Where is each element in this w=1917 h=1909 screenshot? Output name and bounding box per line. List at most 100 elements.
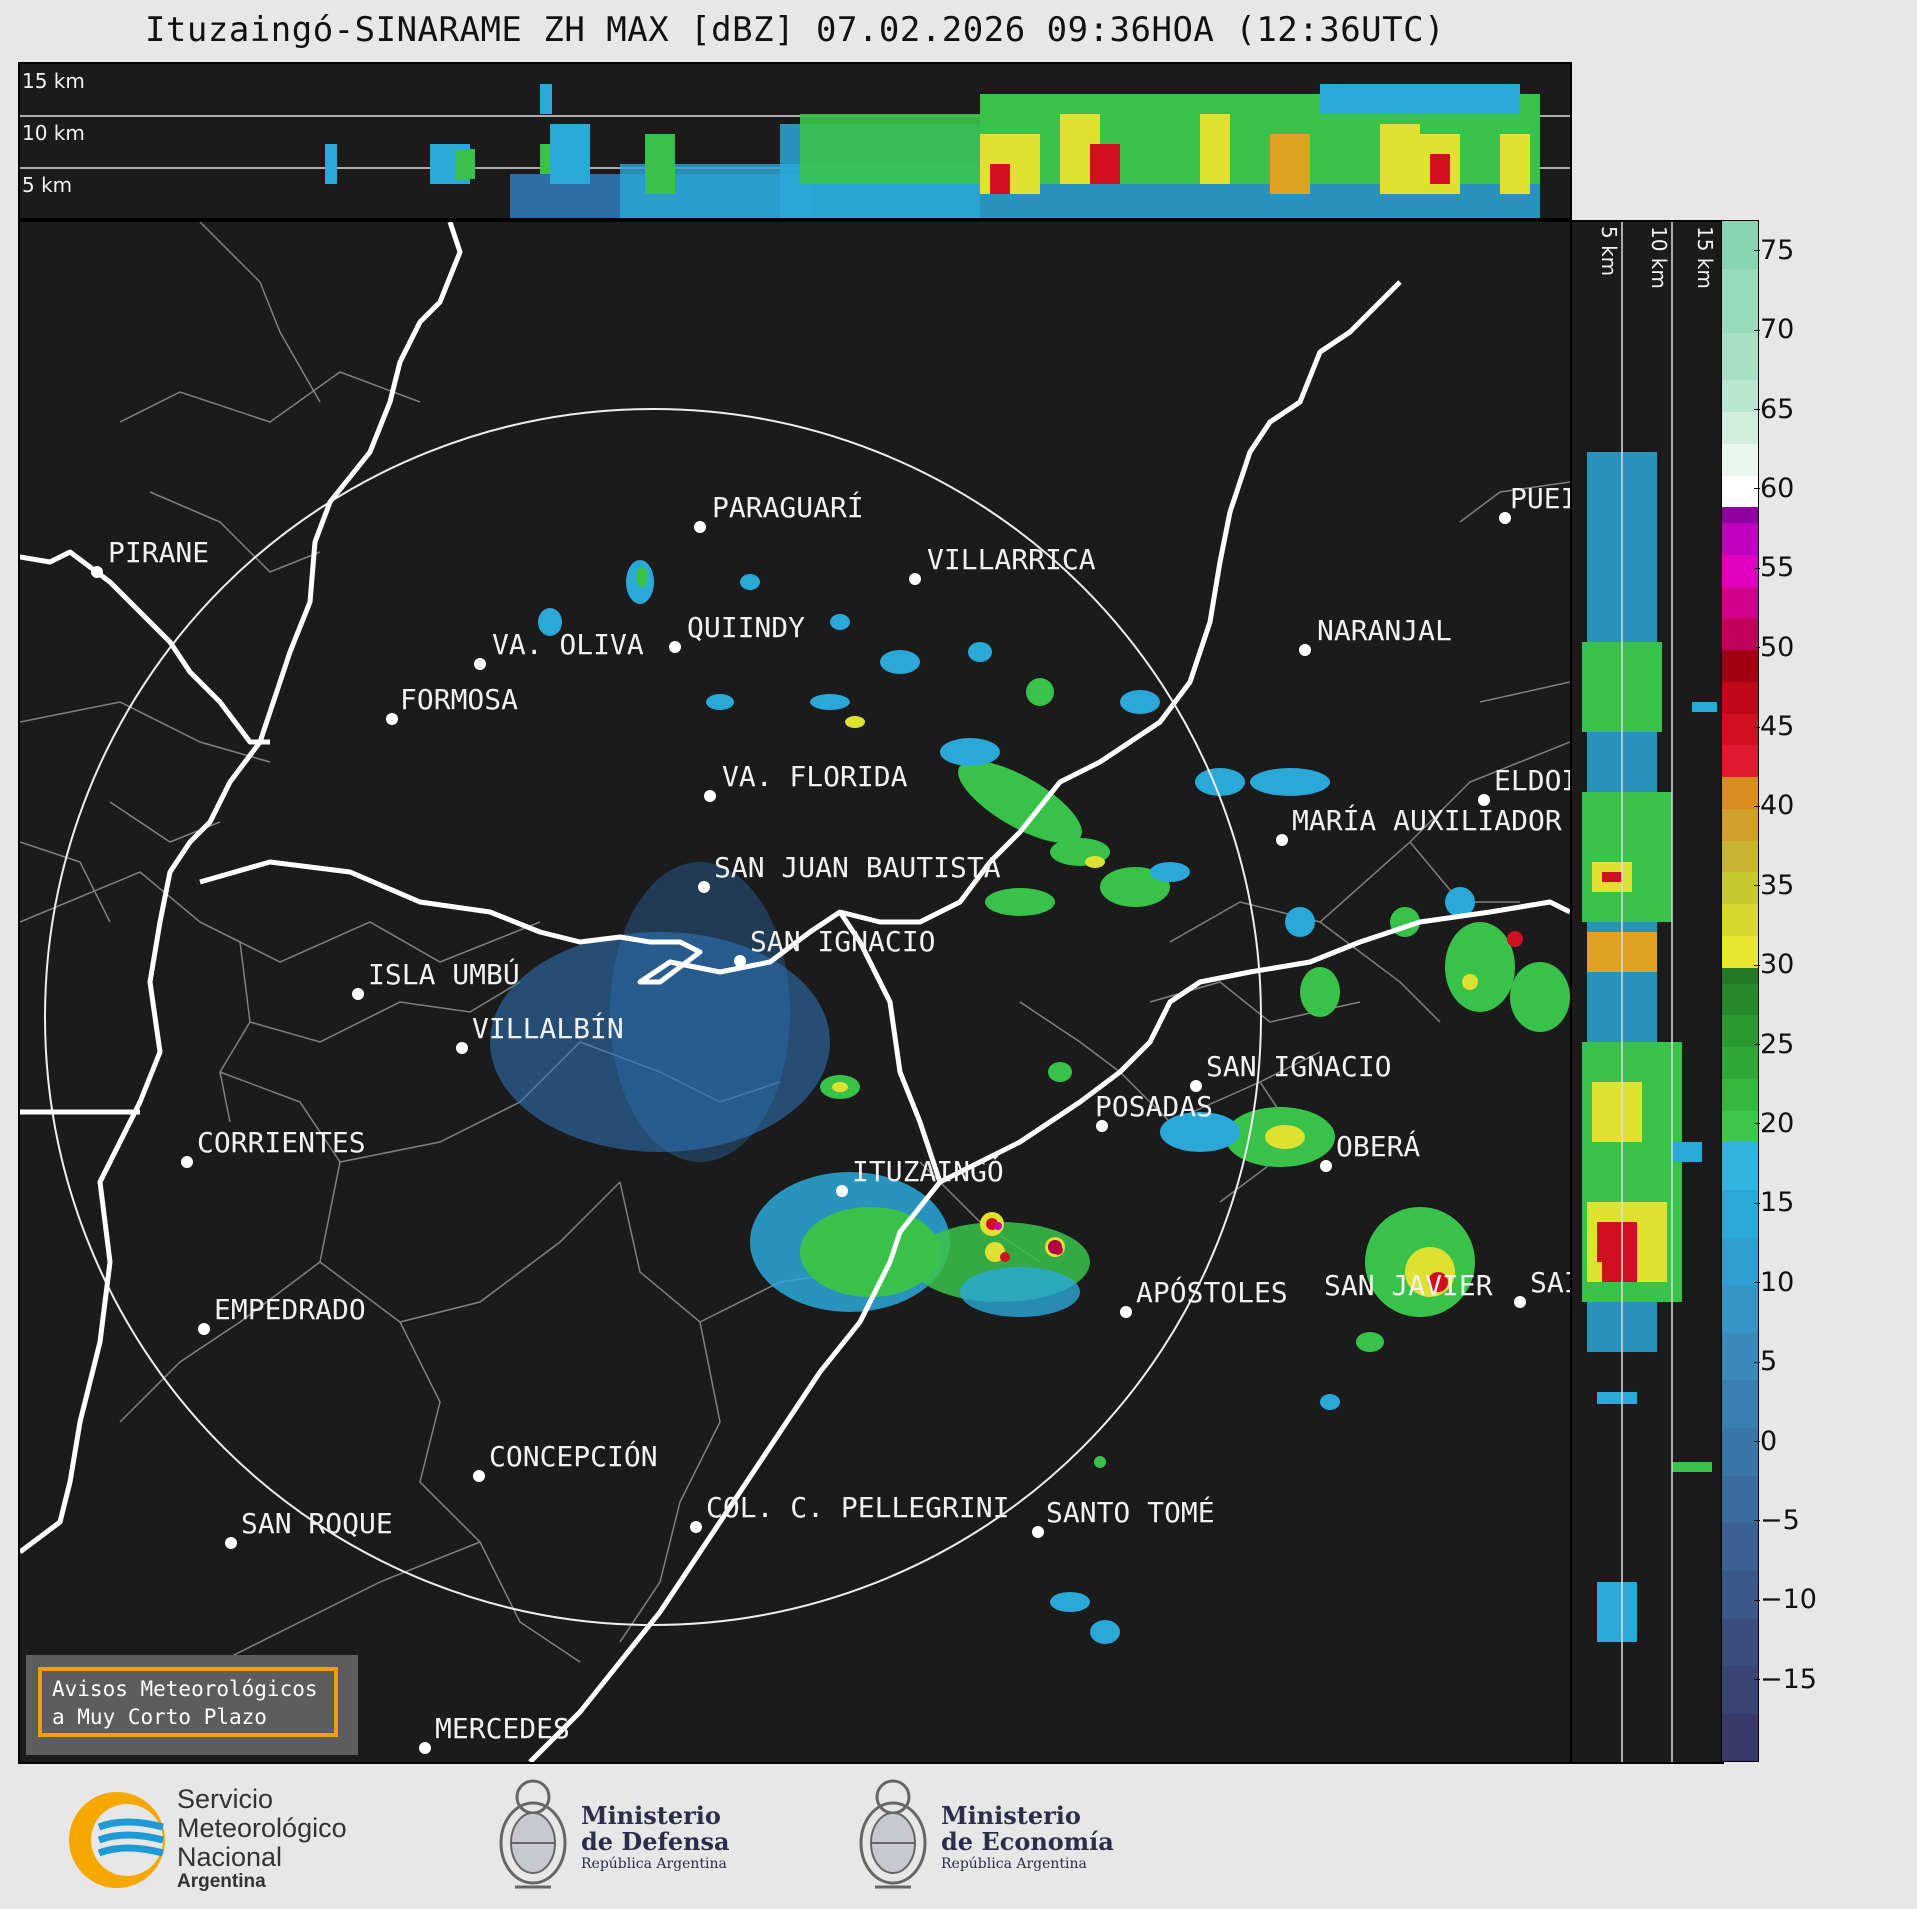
svg-text:QUIINDY: QUIINDY <box>687 611 805 644</box>
colorbar-tick-label: 15 <box>1753 1187 1795 1219</box>
warning-line-2: a Muy Corto Plazo <box>52 1705 267 1729</box>
colorbar-segment <box>1722 221 1758 270</box>
city-posadas: POSADAS <box>1095 1090 1213 1132</box>
colorbar-segment <box>1722 649 1758 682</box>
colorbar-tick-label: 40 <box>1753 790 1795 822</box>
colorbar-segment <box>1722 1522 1758 1571</box>
defensa-line-1: Ministerio <box>581 1801 721 1830</box>
svg-text:SAI: SAI <box>1530 1266 1570 1299</box>
colorbar-segment <box>1722 1078 1758 1111</box>
colorbar-segment <box>1722 1014 1758 1048</box>
colorbar-segment <box>1722 332 1758 381</box>
city-col-c-pellegrini: COL. C. PELLEGRINI <box>690 1491 1009 1533</box>
city-paraguari: PARAGUARÍ <box>694 490 864 533</box>
colorbar-tick-label: 5 <box>1753 1346 1778 1378</box>
city-apostoles: APÓSTOLES <box>1120 1275 1288 1318</box>
colorbar-tick-label: 20 <box>1753 1107 1795 1139</box>
colorbar-segment <box>1722 443 1758 476</box>
city-pirane: PIRANE <box>91 536 209 578</box>
colorbar-tick-label: 25 <box>1753 1028 1795 1060</box>
colorbar-tick-label: −10 <box>1754 1584 1817 1616</box>
colorbar-tick-label: 10 <box>1753 1266 1795 1298</box>
city-va-florida: VA. FLORIDA <box>704 760 908 802</box>
radar-echoes <box>490 560 1570 1644</box>
warning-frame: Avisos Meteorológicos a Muy Corto Plazo <box>38 1667 338 1737</box>
colorbar-segment <box>1722 1665 1758 1714</box>
colorbar-segment <box>1722 617 1758 651</box>
svg-text:SAN JUAN BAUTISTA: SAN JUAN BAUTISTA <box>714 851 1001 884</box>
city-obera: OBERÁ <box>1320 1129 1420 1172</box>
colorbar-segment <box>1722 1046 1758 1079</box>
international-borders <box>20 222 1570 1762</box>
colorbar-segment <box>1722 967 1758 984</box>
defensa-line-2: de Defensa <box>581 1827 730 1856</box>
department-borders <box>20 222 1570 1663</box>
svg-text:SAN JAVIER: SAN JAVIER <box>1324 1269 1493 1302</box>
colorbar-tick-label: 70 <box>1753 314 1795 346</box>
colorbar-segment <box>1722 1570 1758 1619</box>
profile-echoes <box>325 84 1540 218</box>
city-mercedes: MERCEDES <box>419 1712 570 1754</box>
colorbar-tick-label: 35 <box>1753 869 1795 901</box>
colorbar-segment <box>1722 1110 1758 1143</box>
colorbar-segment <box>1722 1189 1758 1238</box>
colorbar-tick-label: −5 <box>1754 1504 1800 1536</box>
svg-text:VA. FLORIDA: VA. FLORIDA <box>722 760 908 793</box>
city-va-oliva: VA. OLIVA <box>474 628 644 670</box>
colorbar-segment <box>1722 1284 1758 1333</box>
svg-text:NARANJAL: NARANJAL <box>1317 614 1452 647</box>
colorbar-segment <box>1722 1618 1758 1667</box>
svg-text:VA. OLIVA: VA. OLIVA <box>492 628 644 661</box>
svg-text:SAN IGNACIO: SAN IGNACIO <box>750 925 935 958</box>
svg-text:PARAGUARÍ: PARAGUARÍ <box>712 490 864 524</box>
colorbar-segment <box>1722 475 1758 508</box>
city-villarrica: VILLARRICA <box>909 543 1096 585</box>
colorbar-segment <box>1722 840 1758 873</box>
smn-logo: Servicio Meteorológico Nacional Argentin… <box>55 1785 395 1895</box>
colorbar-segment <box>1722 871 1758 905</box>
colorbar-segment <box>1722 935 1758 968</box>
colorbar-segment <box>1722 411 1758 444</box>
colorbar-segment <box>1722 586 1758 619</box>
colorbar-tick-label: 0 <box>1753 1425 1778 1457</box>
svg-text:COL. C. PELLEGRINI: COL. C. PELLEGRINI <box>706 1491 1009 1524</box>
svg-text:FORMOSA: FORMOSA <box>400 683 518 716</box>
city-eldoi: ELDOI <box>1478 764 1570 806</box>
city-maria-auxiliadora: MARÍA AUXILIADOR <box>1276 803 1562 846</box>
colorbar-segment <box>1722 903 1758 936</box>
radar-cores <box>980 1212 1062 1254</box>
colorbar-segment <box>1722 744 1758 778</box>
vertical-profile-side: 5 km 10 km 15 km <box>1570 220 1724 1764</box>
smn-emblem-icon <box>69 1792 165 1888</box>
radar-map: PIRANE PARAGUARÍ VILLARRICA QUIINDY VA. … <box>18 220 1572 1764</box>
warning-box: Avisos Meteorológicos a Muy Corto Plazo <box>26 1655 358 1755</box>
city-san-javier: SAN JAVIER <box>1324 1269 1493 1302</box>
side-label-5km: 5 km <box>1597 226 1621 276</box>
colorbar-tick-label: 65 <box>1753 393 1795 425</box>
svg-text:ISLA UMBÚ: ISLA UMBÚ <box>368 957 520 991</box>
colorbar-segment <box>1722 522 1758 555</box>
svg-text:MERCEDES: MERCEDES <box>435 1712 570 1745</box>
smn-line-1: Servicio <box>177 1784 274 1814</box>
side-profile-echoes <box>1582 452 1717 1642</box>
colorbar-segment <box>1722 776 1758 809</box>
svg-text:CORRIENTES: CORRIENTES <box>197 1126 366 1159</box>
city-corrientes: CORRIENTES <box>181 1126 366 1168</box>
svg-text:VILLARRICA: VILLARRICA <box>927 543 1096 576</box>
city-san-roque: SAN ROQUE <box>225 1507 393 1549</box>
colorbar-segment <box>1722 1141 1758 1190</box>
colorbar-tick-label: 55 <box>1753 552 1795 584</box>
national-shield-icon <box>499 1779 567 1889</box>
height-label-10km: 10 km <box>22 121 85 145</box>
defensa-logo: Ministerio de Defensa República Argentin… <box>495 1775 795 1900</box>
colorbar-segment <box>1722 983 1758 1016</box>
city-isla-umbu: ISLA UMBÚ <box>352 957 520 1000</box>
colorbar-segment <box>1722 1427 1758 1476</box>
colorbar-segment <box>1722 268 1758 333</box>
height-label-15km: 15 km <box>22 69 85 93</box>
svg-text:OBERÁ: OBERÁ <box>1336 1129 1420 1163</box>
city-puei: PUEI <box>1499 482 1570 524</box>
dbz-colorbar <box>1721 220 1759 1762</box>
svg-text:ELDOI: ELDOI <box>1494 764 1570 797</box>
city-concepcion: CONCEPCIÓN <box>473 1439 658 1482</box>
